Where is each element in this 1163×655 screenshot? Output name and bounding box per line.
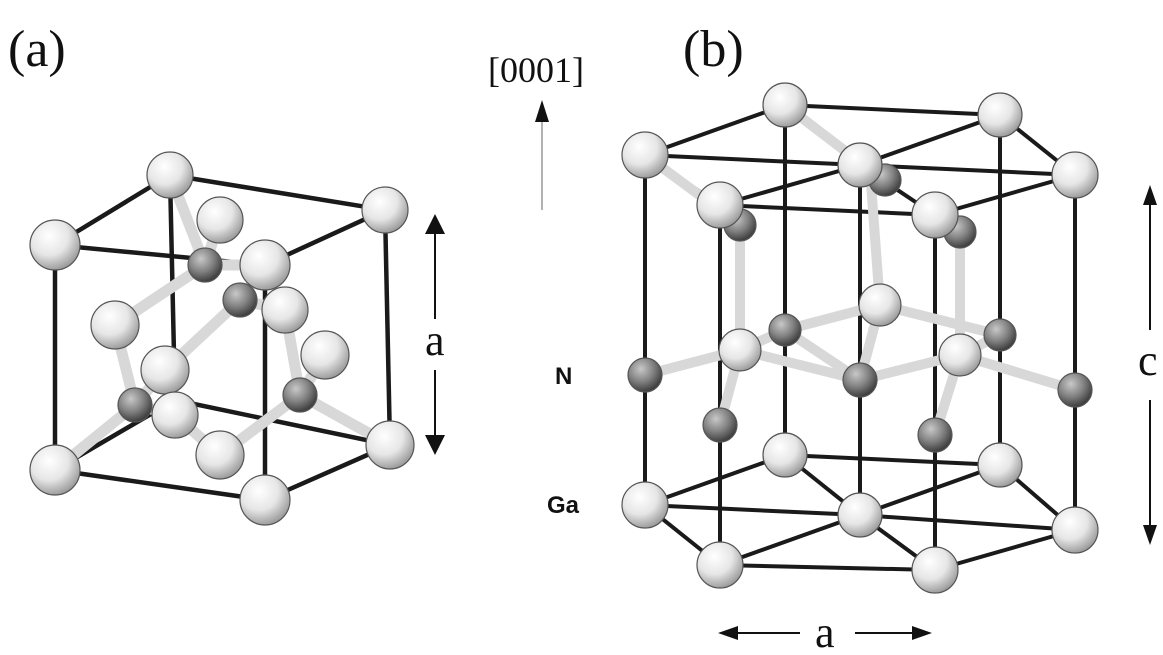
- atom-light: [977, 92, 1023, 138]
- atom-light: [1051, 506, 1099, 554]
- atom-light: [762, 82, 808, 128]
- c-dimension-label: c: [1138, 336, 1158, 385]
- atom-label-ga: Ga: [547, 492, 580, 519]
- atom-light: [29, 219, 81, 271]
- atom-light: [837, 142, 883, 188]
- atom-dark: [1057, 372, 1093, 408]
- atom-dark: [983, 318, 1017, 352]
- atom-light: [90, 300, 140, 350]
- atom-light: [195, 430, 245, 480]
- a-dimension-label: a: [425, 316, 445, 365]
- atom-label-n: N: [555, 363, 572, 390]
- direction-label: [0001]: [488, 50, 584, 90]
- wurtzite-top-atoms: [621, 82, 1099, 249]
- atom-dark: [187, 247, 223, 283]
- atom-light: [140, 345, 190, 395]
- atom-dark: [842, 362, 878, 398]
- atom-dark: [768, 313, 802, 347]
- atom-light: [300, 330, 350, 380]
- atom-dark: [917, 417, 953, 453]
- a-width-label: a: [815, 608, 835, 655]
- atom-dark: [222, 282, 258, 318]
- atom-light: [911, 546, 959, 594]
- atom-light: [361, 186, 409, 234]
- atom-light: [1051, 151, 1099, 199]
- atom-light: [29, 444, 81, 496]
- atom-light: [261, 286, 309, 334]
- panel-a-label: (a): [8, 21, 66, 78]
- atom-light: [146, 151, 194, 199]
- atom-dark: [282, 377, 318, 413]
- atom-light: [151, 391, 199, 439]
- atom-light: [718, 328, 762, 372]
- atom-dark: [117, 387, 153, 423]
- atom-light: [977, 442, 1023, 488]
- atom-light: [696, 541, 744, 589]
- atom-light: [621, 481, 669, 529]
- atom-light: [196, 196, 244, 244]
- wurtzite-middle-atoms: [627, 283, 1093, 453]
- atom-light: [762, 432, 808, 478]
- wurtzite-bottom-atoms: [621, 432, 1099, 594]
- a-width-arrow: [718, 626, 932, 640]
- atom-light: [696, 181, 744, 229]
- atom-light: [239, 239, 291, 291]
- c-dimension-arrow: [1143, 185, 1157, 545]
- panel-a: (a): [8, 21, 445, 526]
- atom-light: [858, 283, 902, 327]
- panel-b-label: (b): [683, 21, 744, 78]
- atom-light: [938, 333, 982, 377]
- cubic-atoms: [29, 151, 415, 526]
- atom-dark: [627, 357, 663, 393]
- atom-dark: [702, 407, 738, 443]
- panel-b: (b) [0001] N Ga: [488, 21, 1158, 655]
- atom-light: [365, 420, 415, 470]
- atom-light: [911, 191, 959, 239]
- atom-light: [239, 474, 291, 526]
- direction-arrow: [535, 100, 549, 210]
- atom-light: [621, 131, 669, 179]
- hexagon-vertical-edges: [643, 105, 1077, 570]
- atom-light: [837, 492, 883, 538]
